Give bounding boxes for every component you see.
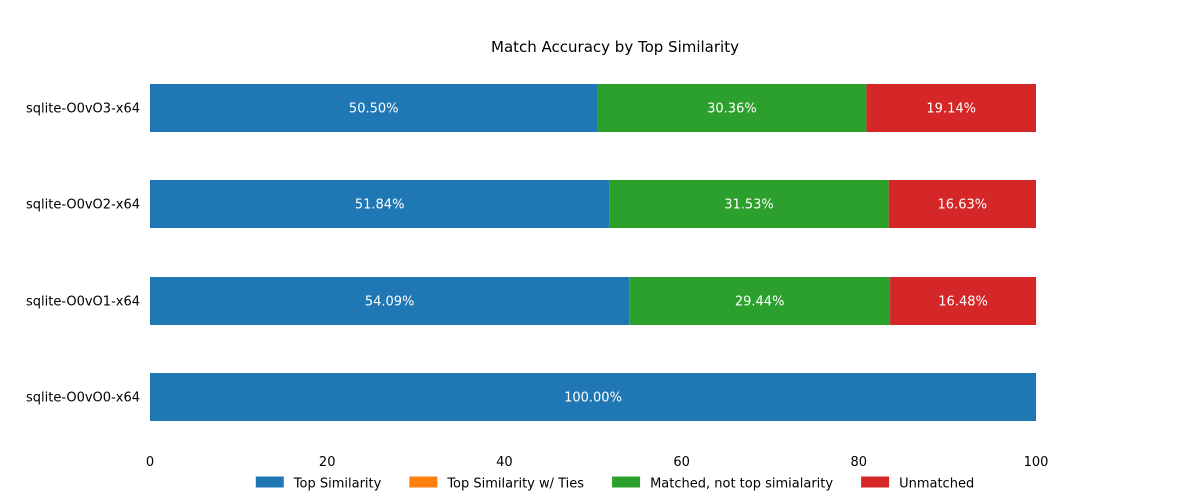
category-labels: sqlite-O0vO3-x64 sqlite-O0vO2-x64 sqlite-O… bbox=[26, 102, 140, 406]
legend-label: Matched, not top simialarity bbox=[650, 477, 833, 492]
bar-segment bbox=[150, 180, 610, 228]
bar-data-label: 31.53% bbox=[724, 198, 774, 213]
bar-data-label: 54.09% bbox=[365, 295, 415, 310]
legend-swatch bbox=[409, 476, 438, 488]
x-tick-label: 40 bbox=[496, 455, 513, 470]
bar-data-label: 51.84% bbox=[355, 198, 405, 213]
legend-label: Unmatched bbox=[899, 477, 974, 492]
x-tick-label: 20 bbox=[319, 455, 336, 470]
bar-segment bbox=[888, 180, 1036, 228]
chart-title: Match Accuracy by Top Similarity bbox=[491, 38, 739, 56]
bar-segment bbox=[609, 180, 889, 228]
x-tick-label: 100 bbox=[1024, 455, 1049, 470]
x-tick-label: 60 bbox=[673, 455, 690, 470]
x-tick-label: 80 bbox=[851, 455, 868, 470]
bar-segment bbox=[150, 373, 1036, 421]
legend-swatch bbox=[861, 476, 890, 488]
bar-data-label: 50.50% bbox=[349, 102, 399, 117]
bar-segment bbox=[150, 277, 630, 325]
bar-data-label: 16.48% bbox=[938, 295, 988, 310]
x-tick-label: 0 bbox=[146, 455, 154, 470]
bar-segment bbox=[597, 84, 867, 132]
bar-segment bbox=[866, 84, 1036, 132]
bars-group: 50.50% 30.36% 19.14% 51.84% 31.53% 16.63% 54.0… bbox=[150, 84, 1037, 421]
legend-swatch bbox=[612, 476, 641, 488]
category-label: sqlite-O0vO0-x64 bbox=[26, 391, 140, 406]
legend-swatch bbox=[255, 476, 284, 488]
legend-label: Top Similarity w/ Ties bbox=[446, 477, 584, 492]
category-label: sqlite-O0vO2-x64 bbox=[26, 198, 140, 213]
bar-data-label: 16.63% bbox=[938, 198, 988, 213]
category-label: sqlite-O0vO3-x64 bbox=[26, 102, 140, 117]
bar-segment bbox=[890, 277, 1037, 325]
legend: Top Similarity Top Similarity w/ Ties Matc… bbox=[255, 476, 974, 492]
x-axis-ticks: 0 20 40 60 80 100 bbox=[146, 455, 1049, 470]
category-label: sqlite-O0vO1-x64 bbox=[26, 295, 140, 310]
bar-segment bbox=[150, 84, 598, 132]
bar-data-label: 19.14% bbox=[926, 102, 976, 117]
legend-label: Top Similarity bbox=[293, 477, 382, 492]
bar-data-label: 100.00% bbox=[564, 391, 622, 406]
bar-data-label: 30.36% bbox=[707, 102, 757, 117]
bar-data-label: 29.44% bbox=[735, 295, 785, 310]
bar-segment bbox=[629, 277, 891, 325]
